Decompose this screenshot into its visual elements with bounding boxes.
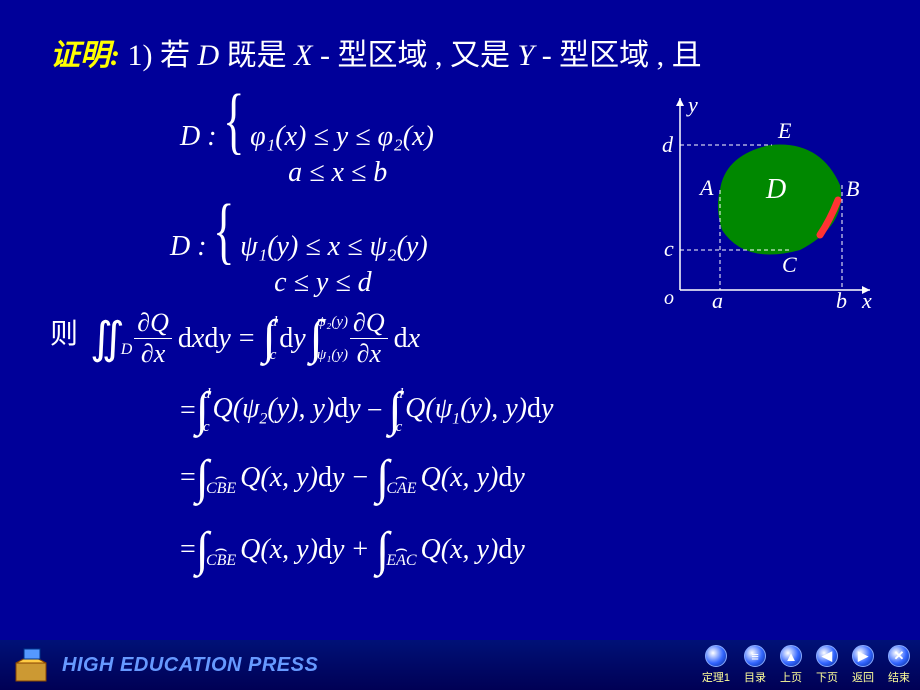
diagram-E-label: E xyxy=(777,118,792,143)
lhs-frac-num: ∂Q xyxy=(134,308,172,339)
diagram-svg: y x o d c a b A B C D E xyxy=(650,90,880,310)
eq2-int1-low: c xyxy=(203,419,211,436)
domain1-line1: φ₁(x) ≤ y ≤ φ₂(x) xyxy=(250,119,434,155)
eq1-int2-low: ψ₁(y) xyxy=(317,347,348,364)
diagram-c-label: c xyxy=(664,236,674,261)
eq1-int2-up: ψ₂(y) xyxy=(317,314,348,331)
region-diagram: y x o d c a b A B C D E xyxy=(650,90,880,310)
then-label: 则 xyxy=(50,312,78,352)
eq4-term1: Q(x, y)dy xyxy=(240,534,344,566)
header-text-1: 1) 若 xyxy=(128,39,191,72)
eq3: = ∫ CBE Q(x, y)dy − ∫ CAE Q(x, y)dy xyxy=(180,458,525,498)
header-var-X: X xyxy=(294,39,312,72)
eq2-int1-up: d xyxy=(203,386,211,403)
diagram-D-label: D xyxy=(765,174,786,205)
diagram-a-label: a xyxy=(712,288,723,310)
eq4-arc1: CBE xyxy=(206,552,236,570)
nav-next[interactable]: ◀下页 xyxy=(816,645,838,685)
nav-prev[interactable]: ▲上页 xyxy=(780,645,802,685)
eq3-arc2: CAE xyxy=(386,480,416,498)
up-icon: ▲ xyxy=(780,645,802,667)
header-text-2: 既是 xyxy=(227,39,295,72)
domain1-line2: a ≤ x ≤ b xyxy=(250,155,387,191)
header-text-4: - 型区域 , 且 xyxy=(542,39,702,72)
menu-icon: ≡ xyxy=(744,645,766,667)
footer-bar: HIGH EDUCATION PRESS 定理1 ≡目录 ▲上页 ◀下页 ▶返回… xyxy=(0,640,920,690)
nav-toc[interactable]: ≡目录 xyxy=(744,645,766,685)
domain2-line2: c ≤ y ≤ d xyxy=(240,265,372,301)
lhs-dint-sub: D xyxy=(121,341,133,359)
eq4-arc2: EAC xyxy=(386,552,416,570)
eq1-frac: ∂Q ∂x xyxy=(350,308,388,369)
diagram-d-label: d xyxy=(662,132,674,157)
lhs-frac: ∂Q ∂x xyxy=(134,308,172,369)
domain2-prefix: D : xyxy=(170,231,207,262)
eq2-int2-low: c xyxy=(396,419,404,436)
lhs-frac-den: ∂x xyxy=(138,339,168,369)
header-var-D: D xyxy=(198,39,220,72)
lhs-equation: ∬ D ∂Q ∂x dxdy = ∫ dc dy ∫ ψ₂(y)ψ₁(y) ∂Q… xyxy=(90,308,420,369)
eq1-frac-den: ∂x xyxy=(354,339,384,369)
diagram-o-label: o xyxy=(664,287,674,309)
diagram-B-label: B xyxy=(846,176,859,201)
footer-nav: 定理1 ≡目录 ▲上页 ◀下页 ▶返回 ✕结束 xyxy=(702,645,910,685)
nav-back[interactable]: ▶返回 xyxy=(852,645,874,685)
nav-end[interactable]: ✕结束 xyxy=(888,645,910,685)
eq1-int1-low: c xyxy=(270,347,278,364)
diagram-y-label: y xyxy=(686,92,698,117)
diagram-x-label: x xyxy=(861,288,872,310)
proof-header: 证明: 1) 若 D 既是 X - 型区域 , 又是 Y - 型区域 , 且 xyxy=(50,30,870,74)
diagram-C-label: C xyxy=(782,252,797,277)
nav-theorem1[interactable]: 定理1 xyxy=(702,645,730,685)
eq4: = ∫ CBE Q(x, y)dy + ∫ EAC Q(x, y)dy xyxy=(180,530,525,570)
domain2-line1: ψ₁(y) ≤ x ≤ ψ₂(y) xyxy=(240,229,428,265)
eq2: = ∫ dc Q(ψ2(y), y)dy − ∫ dc Q(ψ1(y), y)d… xyxy=(180,386,553,435)
eq4-term2: Q(x, y)dy xyxy=(421,534,525,566)
domain1-prefix: D : xyxy=(180,121,217,152)
right-icon: ▶ xyxy=(852,645,874,667)
header-var-Y: Y xyxy=(518,39,535,72)
eq1-int1-up: d xyxy=(270,314,278,331)
header-text-3: - 型区域 , 又是 xyxy=(320,39,518,72)
left-brace-icon: { xyxy=(213,200,234,263)
diagram-b-label: b xyxy=(836,288,847,310)
proof-label: 证明: xyxy=(50,39,120,72)
eq1-frac-num: ∂Q xyxy=(350,308,388,339)
eq3-arc1: CBE xyxy=(206,480,236,498)
blank-icon xyxy=(705,645,727,667)
eq3-term2: Q(x, y)dy xyxy=(421,462,525,494)
eq3-term1: Q(x, y)dy xyxy=(240,462,344,494)
footer-logo-icon xyxy=(10,645,54,685)
footer-brand: HIGH EDUCATION PRESS xyxy=(62,654,318,677)
double-integral-icon: ∬ xyxy=(90,321,125,356)
left-icon: ◀ xyxy=(816,645,838,667)
slide-content: 证明: 1) 若 D 既是 X - 型区域 , 又是 Y - 型区域 , 且 D… xyxy=(0,0,920,302)
left-brace-icon: { xyxy=(223,90,244,153)
diagram-A-label: A xyxy=(698,175,714,200)
eq2-int2-up: d xyxy=(396,386,404,403)
close-icon: ✕ xyxy=(888,645,910,667)
